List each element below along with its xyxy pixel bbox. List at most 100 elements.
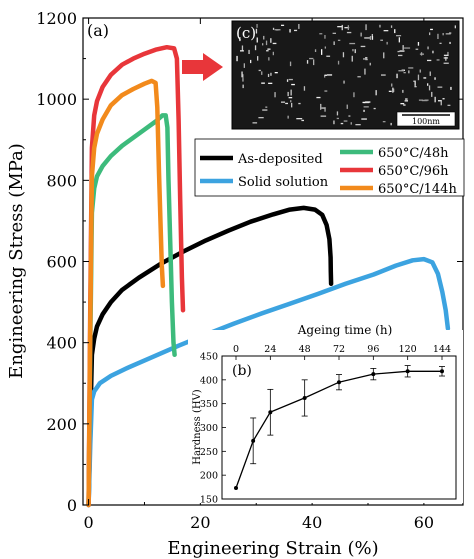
precipitate — [396, 73, 398, 79]
y-tick-label: 400 — [46, 334, 77, 353]
precipitate — [413, 80, 416, 82]
precipitate — [344, 27, 350, 29]
precipitate — [267, 73, 270, 77]
inset-y-tick-label: 400 — [200, 375, 218, 386]
precipitate — [365, 24, 367, 31]
precipitate — [337, 39, 341, 41]
precipitate — [363, 109, 365, 112]
precipitate — [404, 47, 411, 49]
precipitate — [290, 100, 292, 103]
precipitate — [443, 62, 449, 64]
precipitate — [266, 50, 269, 52]
legend-label-650-c-48h: 650°C/48h — [378, 146, 449, 161]
y-tick-label: 1000 — [36, 90, 77, 109]
precipitate — [447, 51, 449, 56]
legend-frame — [194, 138, 465, 197]
main-x-axis-title: Engineering Strain (%) — [167, 538, 378, 559]
hardness-point — [405, 369, 410, 374]
legend-label-650-c-96h: 650°C/96h — [378, 164, 449, 179]
precipitate — [429, 71, 431, 76]
precipitate — [263, 35, 265, 40]
micrograph-image — [231, 20, 460, 130]
inset-x-tick-label: 24 — [264, 344, 276, 355]
precipitate — [398, 37, 400, 43]
precipitate — [350, 122, 352, 125]
precipitate — [241, 45, 244, 52]
inset-x-tick-label: 0 — [233, 344, 239, 355]
hardness-point — [268, 410, 273, 415]
precipitate — [262, 43, 264, 46]
hardness-point — [337, 380, 341, 385]
precipitate — [390, 25, 393, 28]
precipitate — [268, 57, 270, 61]
x-tick-label: 0 — [83, 513, 93, 532]
precipitate — [369, 36, 372, 40]
precipitate — [449, 41, 451, 44]
precipitate — [316, 96, 321, 99]
precipitate — [443, 57, 448, 59]
inset-y-tick-label: 450 — [200, 352, 218, 363]
precipitate — [265, 106, 268, 108]
precipitate — [313, 59, 315, 66]
precipitate — [242, 84, 244, 89]
precipitate — [303, 86, 306, 91]
precipitate — [268, 82, 273, 84]
precipitate — [352, 49, 354, 52]
y-tick-label: 0 — [67, 496, 77, 515]
precipitate — [400, 103, 405, 105]
hardness-point — [234, 486, 238, 491]
precipitate — [421, 99, 428, 102]
precipitate — [404, 100, 408, 102]
precipitate — [355, 124, 361, 126]
hardness-point — [251, 438, 256, 443]
precipitate — [419, 69, 421, 73]
precipitate — [381, 74, 386, 76]
precipitate — [450, 86, 452, 90]
inset-series-group — [234, 365, 445, 491]
precipitate — [394, 29, 396, 34]
inset-y-tick-label: 300 — [200, 423, 218, 434]
precipitate — [324, 46, 326, 49]
precipitate — [346, 104, 348, 109]
precipitate — [423, 77, 427, 79]
precipitate — [371, 34, 373, 38]
precipitate — [333, 120, 335, 125]
precipitate — [342, 52, 345, 58]
series-line-as-deposited — [86, 205, 334, 508]
red-arrow — [182, 53, 223, 81]
precipitate — [361, 118, 367, 120]
precipitate — [301, 119, 304, 122]
precipitate — [363, 106, 369, 108]
precipitate — [403, 104, 406, 106]
hardness-inset-chart: 150 200 250 300 350 400 450 0 24 48 72 96 120 144 (b… — [188, 323, 463, 506]
precipitate — [258, 117, 264, 119]
precipitate — [408, 70, 410, 74]
precipitate — [324, 74, 327, 76]
precipitate — [349, 42, 356, 45]
precipitate — [391, 83, 393, 87]
precipitate — [242, 78, 244, 82]
panel-label-a: (a) — [87, 21, 109, 40]
panel-label-b: (b) — [232, 363, 252, 379]
precipitate — [398, 70, 404, 72]
precipitate — [326, 55, 331, 57]
precipitate — [415, 48, 419, 50]
y-tick-label: 200 — [46, 415, 77, 434]
precipitate — [294, 29, 298, 32]
precipitate — [261, 82, 265, 84]
precipitate — [438, 100, 442, 102]
precipitate — [291, 83, 295, 86]
precipitate — [399, 50, 405, 52]
precipitate — [386, 41, 388, 45]
precipitate — [403, 72, 406, 74]
precipitate — [348, 115, 351, 117]
series-line-650-c-48h — [86, 113, 177, 508]
precipitate — [397, 50, 400, 53]
precipitate — [371, 36, 374, 40]
precipitate — [248, 49, 250, 54]
precipitate — [287, 91, 289, 97]
series-line-solid-solution — [86, 256, 451, 508]
precipitate — [398, 54, 403, 57]
precipitate — [417, 74, 420, 81]
